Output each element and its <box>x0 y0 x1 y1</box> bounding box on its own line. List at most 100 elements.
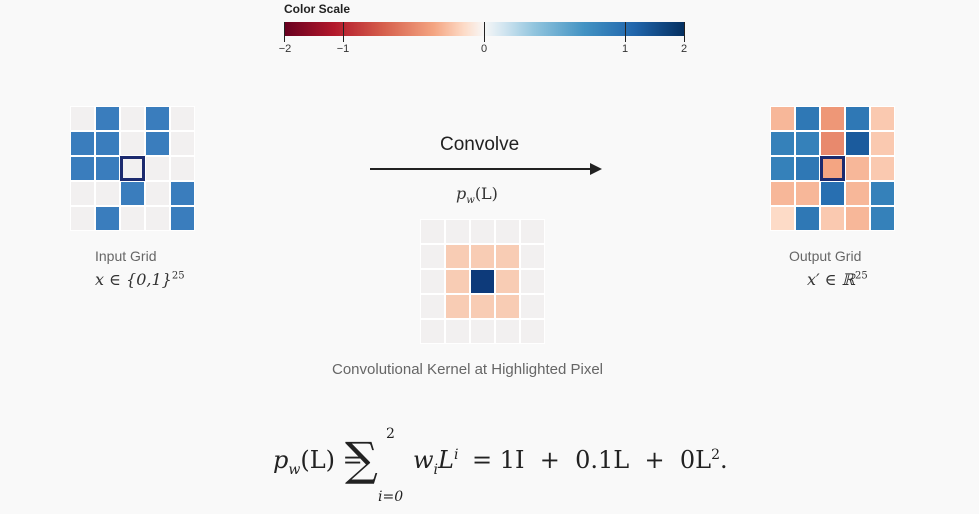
kernel-grid-cell <box>445 219 470 244</box>
scale-tick-label: 2 <box>680 43 688 55</box>
scale-tick <box>625 22 626 42</box>
scale-tick <box>684 22 685 42</box>
kernel-grid-cell <box>520 294 545 319</box>
equation-body: wiLi <box>413 446 458 478</box>
scale-tick-label: 1 <box>621 43 629 55</box>
output-grid-cell <box>820 181 845 206</box>
kernel-grid-cell <box>520 219 545 244</box>
output-grid-caption: Output Grid <box>789 248 862 264</box>
output-grid-cell <box>770 156 795 181</box>
output-grid-cell <box>770 181 795 206</box>
kernel-grid-cell <box>445 319 470 344</box>
input-grid-cell <box>120 156 145 181</box>
input-grid-cell <box>70 131 95 156</box>
output-grid-cell <box>795 106 820 131</box>
kernel-grid-cell <box>520 269 545 294</box>
kernel-grid-cell <box>495 269 520 294</box>
arrow-formula-p: p <box>456 184 467 203</box>
kernel-grid-cell <box>495 244 520 269</box>
scale-tick <box>284 22 285 42</box>
input-grid-cell <box>170 106 195 131</box>
input-grid-cell <box>95 206 120 231</box>
arrow-formula: pw(L) <box>456 184 498 206</box>
eq-lhs-tail: (L) = <box>300 446 363 474</box>
scale-tick <box>343 22 344 42</box>
kernel-grid-cell <box>420 269 445 294</box>
kernel-grid-cell <box>470 244 495 269</box>
kernel-grid <box>420 219 545 344</box>
output-grid-cell <box>845 206 870 231</box>
output-grid-cell <box>795 131 820 156</box>
output-grid-cell <box>770 106 795 131</box>
kernel-grid-cell <box>495 294 520 319</box>
eq-body-w: w <box>413 446 434 474</box>
output-grid-cell <box>870 156 895 181</box>
input-grid-cell <box>145 131 170 156</box>
output-grid-cell <box>870 181 895 206</box>
input-grid-cell <box>120 131 145 156</box>
kernel-grid-cell <box>420 244 445 269</box>
output-grid-cell <box>870 131 895 156</box>
output-grid-cell <box>795 181 820 206</box>
arrow-formula-sub: w <box>466 195 475 207</box>
input-grid-cell <box>170 156 195 181</box>
input-grid-cell <box>95 156 120 181</box>
kernel-grid-cell <box>445 294 470 319</box>
eq-lhs-p: p <box>273 446 289 474</box>
scale-tick-label: 0 <box>480 43 488 55</box>
input-grid-cell <box>70 181 95 206</box>
input-grid-cell <box>145 106 170 131</box>
eq-lhs-sub: w <box>288 461 301 478</box>
output-grid-cell <box>795 206 820 231</box>
input-grid-cell <box>170 181 195 206</box>
output-grid-cell <box>770 206 795 231</box>
input-grid <box>70 106 195 231</box>
input-grid-cell <box>120 206 145 231</box>
input-grid-cell <box>70 106 95 131</box>
output-grid-cell <box>870 206 895 231</box>
input-grid-cell <box>145 181 170 206</box>
kernel-grid-cell <box>470 294 495 319</box>
kernel-grid-cell <box>520 244 545 269</box>
output-grid-cell <box>770 131 795 156</box>
equation-sum-top: 2 <box>386 426 395 442</box>
input-grid-cell <box>145 156 170 181</box>
equation-sum-bottom: i=0 <box>378 489 404 505</box>
output-grid-cell <box>845 181 870 206</box>
input-grid-cell <box>70 206 95 231</box>
output-math-text: x′ ∈ ℝ <box>807 270 855 289</box>
eq-rhs-sup: 2 <box>711 447 720 463</box>
convolve-label: Convolve <box>440 134 520 155</box>
input-grid-caption: Input Grid <box>95 248 157 264</box>
output-grid-math: x′ ∈ ℝ25 <box>807 270 868 289</box>
kernel-grid-cell <box>470 219 495 244</box>
kernel-grid-cell <box>445 244 470 269</box>
output-grid-cell <box>845 106 870 131</box>
scale-tick <box>484 22 485 42</box>
output-grid-cell <box>870 106 895 131</box>
output-grid-cell <box>820 131 845 156</box>
input-grid-cell <box>170 206 195 231</box>
kernel-grid-cell <box>420 219 445 244</box>
input-math-sup: 25 <box>171 270 185 282</box>
arrow-line <box>370 168 592 170</box>
eq-body-sub: i <box>433 461 439 478</box>
equation-rhs: = 1I + 0.1L + 0L2. <box>472 446 728 474</box>
eq-rhs-end: . <box>719 446 728 474</box>
kernel-grid-cell <box>445 269 470 294</box>
sigma-icon: ∑ <box>345 432 378 486</box>
arrow-formula-tail: (L) <box>474 184 498 203</box>
input-grid-cell <box>170 131 195 156</box>
output-grid-cell <box>820 106 845 131</box>
kernel-grid-cell <box>520 319 545 344</box>
input-math-text: x ∈ {0,1} <box>95 270 172 289</box>
eq-body-sup: i <box>453 447 459 463</box>
input-grid-cell <box>145 206 170 231</box>
kernel-grid-cell <box>495 219 520 244</box>
output-grid-cell <box>795 156 820 181</box>
kernel-grid-cell <box>470 269 495 294</box>
input-grid-cell <box>95 106 120 131</box>
kernel-grid-cell <box>495 319 520 344</box>
output-grid <box>770 106 895 231</box>
equation-lhs: pw(L) = <box>273 446 363 478</box>
